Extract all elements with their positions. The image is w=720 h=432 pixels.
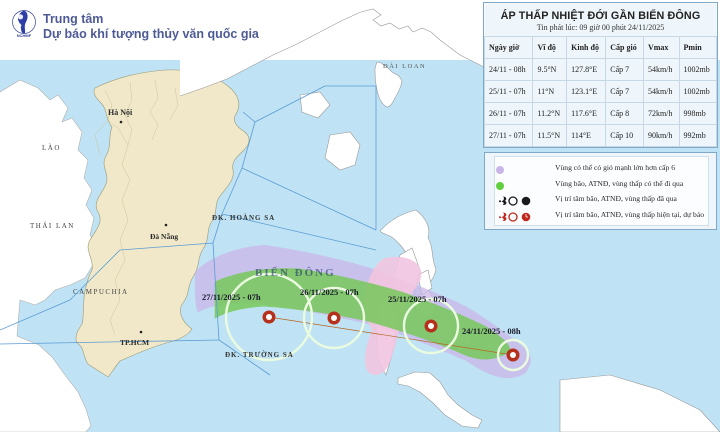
svg-text:26/11/2025 - 07h: 26/11/2025 - 07h: [300, 287, 359, 297]
svg-text:25/11/2025 - 07h: 25/11/2025 - 07h: [388, 294, 447, 304]
svg-text:ĐÀI LOAN: ĐÀI LOAN: [383, 62, 426, 70]
svg-text:27/11/2025 - 07h: 27/11/2025 - 07h: [202, 292, 261, 302]
svg-text:THÁI LAN: THÁI LAN: [30, 222, 75, 230]
svg-text:LÀO: LÀO: [42, 144, 61, 152]
svg-text:ĐK. HOÀNG SA: ĐK. HOÀNG SA: [212, 214, 275, 222]
svg-text:CAMPUCHIA: CAMPUCHIA: [73, 288, 129, 296]
svg-text:24/11/2025 - 08h: 24/11/2025 - 08h: [462, 326, 521, 336]
svg-text:Đà Nẵng: Đà Nẵng: [150, 232, 178, 241]
svg-text:ĐK. TRƯỜNG SA: ĐK. TRƯỜNG SA: [225, 351, 294, 359]
svg-text:BIỂN ĐÔNG: BIỂN ĐÔNG: [255, 266, 336, 279]
svg-text:TP.HCM: TP.HCM: [120, 338, 149, 347]
svg-text:Hà Nội: Hà Nội: [108, 108, 133, 117]
svg-text:NCHMF: NCHMF: [17, 33, 32, 38]
